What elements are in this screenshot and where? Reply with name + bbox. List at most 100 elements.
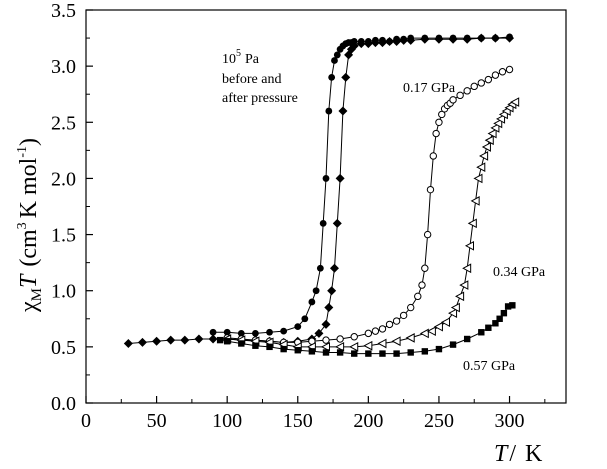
data-point xyxy=(484,75,493,84)
data-point xyxy=(455,291,465,302)
data-point xyxy=(476,33,486,43)
annotation-before-and: before and xyxy=(222,72,281,87)
data-point xyxy=(459,280,469,290)
data-point xyxy=(294,323,302,331)
data-point xyxy=(321,319,331,329)
data-point xyxy=(252,342,259,349)
data-point xyxy=(371,327,380,335)
data-point xyxy=(462,263,472,274)
data-point xyxy=(166,335,176,345)
data-point xyxy=(484,135,494,146)
x-axis-title-separator: / xyxy=(509,441,516,467)
data-point xyxy=(500,309,508,317)
data-point xyxy=(137,337,147,347)
y-tick-label: 1.0 xyxy=(51,281,76,303)
data-point xyxy=(476,162,486,173)
data-point xyxy=(341,72,351,82)
data-point xyxy=(510,97,520,107)
y-axis-title-unit-close: ) xyxy=(16,138,42,146)
data-point xyxy=(420,34,430,44)
axis-ticks: 0 50 100 150 200 250 300 0.0 0.5 1.0 1.5 2.0 2.5 3.0 3… xyxy=(51,0,546,432)
data-point xyxy=(216,336,224,344)
data-point xyxy=(456,91,464,100)
series-2 xyxy=(223,65,514,347)
data-point xyxy=(414,292,422,301)
data-point xyxy=(470,82,478,91)
data-point xyxy=(364,329,373,338)
y-axis-title-unit-exp: 3 xyxy=(15,222,30,229)
series-1 xyxy=(123,33,515,348)
data-point xyxy=(448,34,458,44)
annotation-ambient-pressure: 105 Pa xyxy=(222,48,260,67)
data-point xyxy=(496,315,503,322)
data-point xyxy=(426,185,435,194)
data-point xyxy=(308,298,316,306)
data-point xyxy=(419,328,429,339)
data-point xyxy=(392,36,402,46)
series-line xyxy=(227,69,510,343)
y-tick-label: 2.0 xyxy=(51,168,76,190)
data-point xyxy=(325,107,333,115)
data-point xyxy=(481,142,491,152)
data-point xyxy=(194,334,204,344)
data-point xyxy=(473,173,483,184)
data-point xyxy=(379,350,386,357)
data-point xyxy=(405,333,415,343)
data-point xyxy=(470,196,480,206)
data-point xyxy=(498,68,507,76)
data-point xyxy=(320,342,330,352)
annotation-017-gpa: 0.17 GPa xyxy=(403,81,456,96)
x-axis-title-symbol: T xyxy=(494,441,509,467)
data-point xyxy=(449,96,457,104)
data-point xyxy=(336,335,344,343)
data-point xyxy=(223,338,231,345)
x-tick-label: 200 xyxy=(353,410,383,432)
x-tick-label: 150 xyxy=(283,410,313,432)
data-point xyxy=(391,336,401,347)
data-point xyxy=(450,302,460,313)
data-point xyxy=(316,264,324,272)
y-axis-title-t: T xyxy=(16,273,42,288)
data-point xyxy=(378,325,387,333)
data-point xyxy=(349,342,359,352)
data-point xyxy=(223,328,231,336)
data-point xyxy=(266,343,273,351)
x-axis-title: T/ K xyxy=(494,441,543,467)
data-point xyxy=(312,287,320,295)
data-point xyxy=(467,218,477,229)
data-point xyxy=(493,118,503,129)
data-point xyxy=(365,350,372,357)
data-point xyxy=(407,303,415,312)
data-point xyxy=(322,349,330,356)
annotation-034-gpa: 0.34 GPa xyxy=(493,265,546,280)
data-point xyxy=(333,51,341,59)
data-point xyxy=(393,350,400,357)
data-point xyxy=(322,175,330,182)
data-point xyxy=(463,335,471,343)
data-point xyxy=(490,123,500,133)
data-point xyxy=(423,230,432,239)
data-point xyxy=(432,129,440,138)
data-point xyxy=(208,334,218,344)
data-point xyxy=(495,114,506,124)
data-point xyxy=(478,329,485,336)
annotation-ambient-base: 10 xyxy=(222,52,236,67)
data-point xyxy=(399,311,408,320)
data-point xyxy=(370,38,380,48)
data-point xyxy=(509,302,516,309)
data-point xyxy=(449,341,457,348)
data-point xyxy=(351,350,358,357)
x-axis-title-unit: K xyxy=(525,441,543,467)
data-point xyxy=(392,317,401,325)
y-axis-title-chi: χ xyxy=(16,301,42,313)
data-point xyxy=(479,151,489,161)
data-point xyxy=(433,321,443,332)
data-point xyxy=(504,303,512,310)
data-point xyxy=(421,348,429,355)
data-point xyxy=(301,315,309,323)
y-tick-label: 1.5 xyxy=(51,225,76,247)
annotation-ambient-unit: Pa xyxy=(245,52,260,67)
data-point xyxy=(385,320,394,329)
data-point xyxy=(406,35,416,45)
data-point xyxy=(418,281,426,289)
